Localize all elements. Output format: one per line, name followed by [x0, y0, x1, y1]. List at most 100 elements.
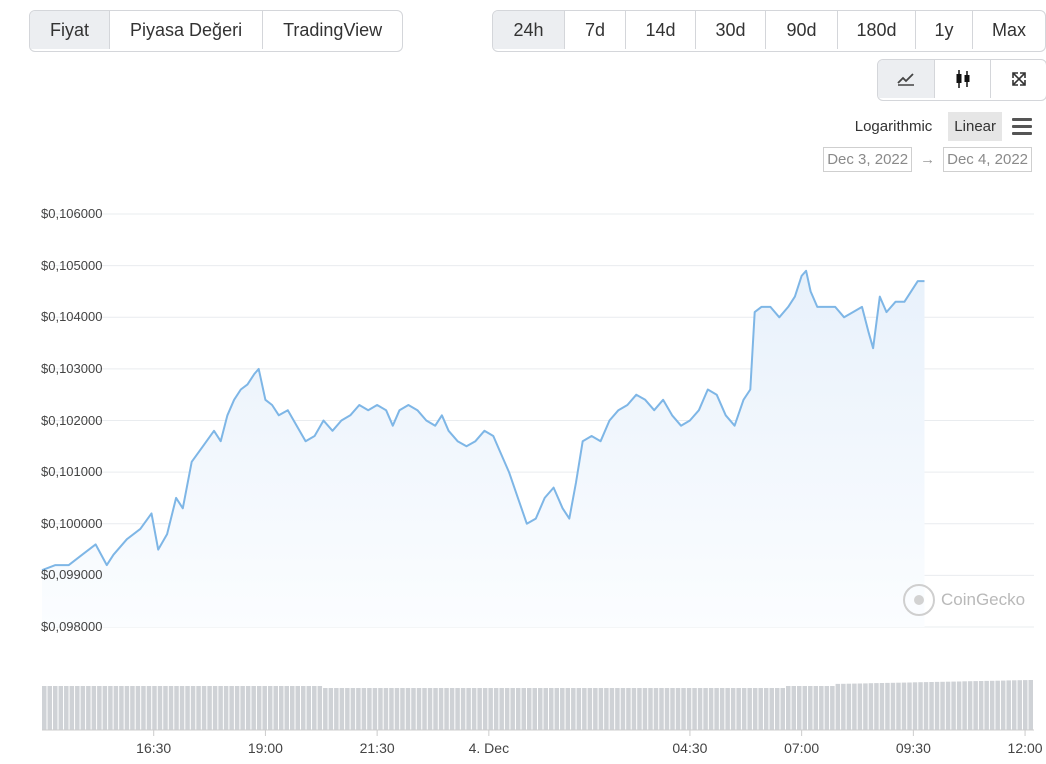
volume-bar	[488, 688, 493, 730]
volume-bar	[642, 688, 648, 730]
volume-bar	[97, 686, 102, 730]
volume-bar	[53, 686, 58, 730]
volume-bar	[80, 686, 86, 730]
line-chart-button[interactable]	[878, 60, 934, 98]
volume-bar	[769, 688, 774, 730]
volume-bar	[560, 688, 565, 730]
range-24h-button[interactable]: 24h	[493, 11, 564, 49]
chart-view-toggle	[877, 59, 1046, 101]
y-tick-label: $0,102000	[41, 412, 103, 428]
tab-fiyat[interactable]: Fiyat	[30, 11, 110, 49]
volume-bar	[686, 688, 692, 730]
scale-selector: Logarithmic Linear	[849, 112, 1032, 141]
volume-bar	[102, 686, 108, 730]
volume-bar	[207, 686, 212, 730]
linear-option[interactable]: Linear	[948, 112, 1002, 141]
volume-bar	[653, 688, 659, 730]
range-1y-button[interactable]: 1y	[915, 11, 972, 49]
volume-bar	[863, 683, 868, 730]
x-tick-label: 16:30	[136, 740, 172, 756]
expand-button[interactable]	[990, 60, 1046, 98]
volume-bar	[113, 686, 119, 730]
volume-bar	[163, 686, 168, 730]
volume-bar	[736, 688, 741, 730]
volume-bar	[565, 688, 571, 730]
x-tick-label: 09:30	[895, 740, 931, 756]
volume-bar	[604, 688, 609, 730]
volume-bar	[58, 686, 64, 730]
volume-bar	[615, 688, 620, 730]
range-7d-button[interactable]: 7d	[564, 11, 625, 49]
volume-bars	[42, 680, 1033, 730]
y-tick-label: $0,106000	[41, 206, 103, 221]
volume-bar	[593, 688, 598, 730]
volume-bar	[267, 686, 273, 730]
logarithmic-option[interactable]: Logarithmic	[854, 118, 933, 135]
volume-bar	[609, 688, 615, 730]
volume-bar	[857, 683, 863, 730]
range-90d-button[interactable]: 90d	[765, 11, 837, 49]
volume-bar	[245, 686, 251, 730]
volume-bar	[466, 688, 471, 730]
price-line	[41, 269, 925, 572]
volume-bar	[664, 688, 670, 730]
volume-bar	[345, 688, 350, 730]
volume-bar	[874, 683, 879, 730]
volume-bar	[995, 680, 1000, 730]
volume-bar	[64, 686, 69, 730]
volume-bar	[703, 688, 708, 730]
volume-bar	[427, 688, 433, 730]
volume-bar	[587, 688, 593, 730]
volume-bar	[708, 688, 714, 730]
volume-bar	[813, 686, 819, 730]
range-180d-button[interactable]: 180d	[837, 11, 915, 49]
price-tab-group: Fiyat Piyasa Değeri TradingView	[29, 10, 404, 52]
volume-bar	[312, 686, 317, 730]
volume-bar	[830, 686, 835, 730]
volume-bar	[229, 686, 234, 730]
volume-bar	[538, 688, 543, 730]
volume-bar	[549, 688, 554, 730]
volume-bar	[405, 688, 411, 730]
volume-bar	[697, 688, 703, 730]
y-tick-label: $0,098000	[41, 619, 103, 634]
volume-bar	[471, 688, 477, 730]
volume-bar	[526, 688, 532, 730]
volume-bar	[725, 688, 730, 730]
menu-icon[interactable]	[1012, 118, 1032, 135]
volume-bar	[868, 683, 874, 730]
volume-bar	[146, 686, 152, 730]
tab-tradingview[interactable]: TradingView	[262, 11, 402, 49]
volume-bar	[119, 686, 124, 730]
date-from-input[interactable]: Dec 3, 2022	[823, 147, 913, 172]
volume-bar	[918, 682, 923, 730]
range-30d-button[interactable]: 30d	[695, 11, 765, 49]
volume-bar	[659, 688, 664, 730]
volume-bar	[515, 688, 521, 730]
volume-bar	[841, 683, 846, 730]
volume-bar	[967, 681, 973, 730]
volume-bar	[350, 688, 356, 730]
x-tick-label: 19:00	[247, 740, 283, 756]
expand-icon	[1011, 72, 1026, 86]
x-tick-label: 12:00	[1007, 740, 1043, 756]
candlestick-chart-button[interactable]	[934, 60, 990, 98]
volume-bar	[262, 686, 267, 730]
tab-piyasa-degeri[interactable]: Piyasa Değeri	[109, 11, 262, 49]
volume-bar	[989, 680, 995, 730]
volume-bar	[730, 688, 736, 730]
volume-bar	[791, 686, 797, 730]
volume-bar	[532, 688, 537, 730]
volume-bar	[455, 688, 460, 730]
date-to-input[interactable]: Dec 4, 2022	[943, 147, 1032, 172]
volume-bar	[741, 688, 747, 730]
volume-bar	[290, 686, 295, 730]
range-max-button[interactable]: Max	[972, 11, 1045, 49]
volume-bar	[1022, 680, 1028, 730]
volume-bar	[747, 688, 752, 730]
coingecko-watermark: CoinGecko	[903, 584, 1025, 616]
volume-bar	[190, 686, 196, 730]
volume-bar	[1000, 680, 1006, 730]
volume-bar	[152, 686, 157, 730]
range-14d-button[interactable]: 14d	[625, 11, 695, 49]
